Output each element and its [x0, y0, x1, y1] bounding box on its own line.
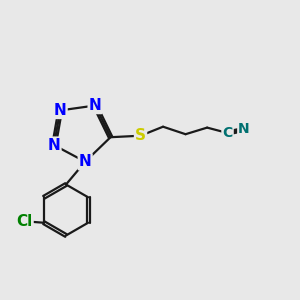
Text: Cl: Cl	[16, 214, 32, 229]
Text: C: C	[222, 126, 233, 140]
Text: S: S	[135, 128, 146, 143]
Text: N: N	[238, 122, 250, 136]
Text: N: N	[48, 138, 60, 153]
Text: N: N	[54, 103, 67, 118]
Text: N: N	[89, 98, 101, 113]
Text: N: N	[79, 154, 92, 169]
